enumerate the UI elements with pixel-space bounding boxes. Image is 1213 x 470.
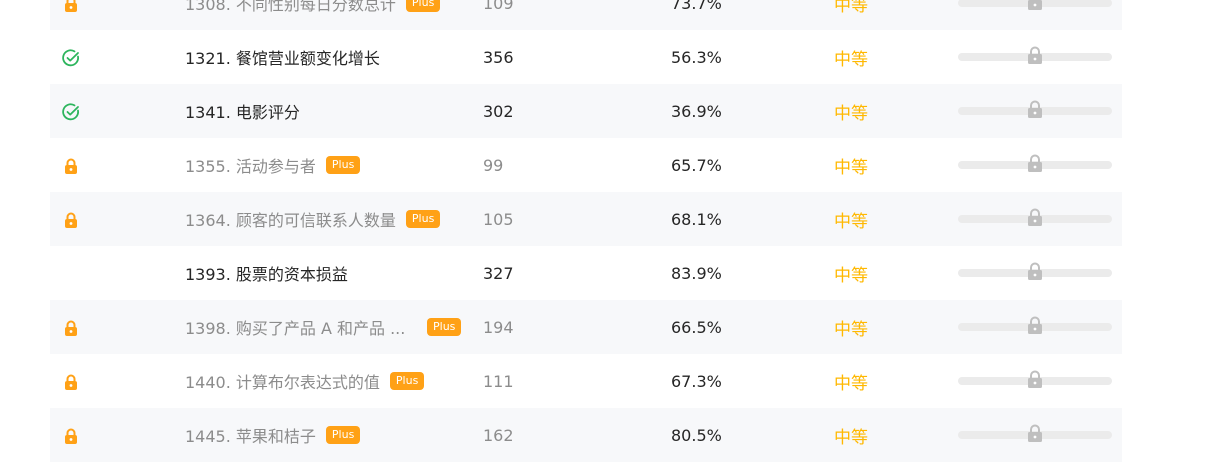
lock-icon bbox=[65, 320, 77, 336]
problem-title[interactable]: 1398. 购买了产品 A 和产品 ... bbox=[185, 319, 406, 338]
problem-title[interactable]: 1364. 顾客的可信联系人数量 bbox=[185, 211, 396, 230]
problem-title[interactable]: 1341. 电影评分 bbox=[185, 103, 300, 122]
lock-icon bbox=[65, 374, 77, 390]
frequency-lock-icon[interactable] bbox=[1026, 45, 1044, 65]
problem-title-cell[interactable]: 1341. 电影评分 bbox=[185, 84, 300, 138]
acceptance-rate: 65.7% bbox=[671, 155, 722, 175]
problem-title[interactable]: 1308. 不同性别每日分数总计 bbox=[185, 0, 396, 14]
difficulty-label: 中等 bbox=[834, 373, 868, 394]
frequency-lock-icon[interactable] bbox=[1026, 423, 1044, 443]
acceptance-rate: 73.7% bbox=[671, 0, 722, 13]
frequency-lock-icon[interactable] bbox=[1026, 261, 1044, 281]
solution-count: 109 bbox=[483, 0, 514, 13]
problem-title-cell[interactable]: 1398. 购买了产品 A 和产品 ... bbox=[185, 300, 405, 354]
difficulty-label: 中等 bbox=[834, 49, 868, 70]
difficulty-label: 中等 bbox=[834, 265, 868, 286]
difficulty-label: 中等 bbox=[834, 319, 868, 340]
problem-title[interactable]: 1321. 餐馆营业额变化增长 bbox=[185, 49, 380, 68]
problem-row[interactable]: 1341. 电影评分 302 36.9% 中等 bbox=[50, 84, 1122, 138]
problem-title-cell[interactable]: 1445. 苹果和桔子 Plus bbox=[185, 408, 361, 462]
acceptance-rate: 67.3% bbox=[671, 371, 722, 391]
problem-title[interactable]: 1445. 苹果和桔子 bbox=[185, 427, 316, 446]
plus-badge: Plus bbox=[427, 318, 462, 336]
difficulty-label: 中等 bbox=[834, 157, 868, 178]
difficulty-label: 中等 bbox=[834, 0, 868, 16]
difficulty-label: 中等 bbox=[834, 103, 868, 124]
frequency-lock-icon[interactable] bbox=[1026, 99, 1044, 119]
acceptance-rate: 68.1% bbox=[671, 209, 722, 229]
acceptance-rate: 36.9% bbox=[671, 101, 722, 121]
frequency-lock-icon[interactable] bbox=[1026, 369, 1044, 389]
problem-title[interactable]: 1393. 股票的资本损益 bbox=[185, 265, 348, 284]
difficulty-label: 中等 bbox=[834, 211, 868, 232]
difficulty-label: 中等 bbox=[834, 427, 868, 448]
acceptance-rate: 56.3% bbox=[671, 47, 722, 67]
problem-title-cell[interactable]: 1355. 活动参与者 Plus bbox=[185, 138, 361, 192]
acceptance-rate: 66.5% bbox=[671, 317, 722, 337]
frequency-lock-icon[interactable] bbox=[1026, 0, 1044, 11]
frequency-lock-icon[interactable] bbox=[1026, 207, 1044, 227]
acceptance-rate: 83.9% bbox=[671, 263, 722, 283]
problem-title-cell[interactable]: 1393. 股票的资本损益 bbox=[185, 246, 348, 300]
problem-table: 1308. 不同性别每日分数总计 Plus 109 73.7% 中等 1321.… bbox=[50, 0, 1122, 462]
problem-title[interactable]: 1440. 计算布尔表达式的值 bbox=[185, 373, 380, 392]
frequency-lock-icon[interactable] bbox=[1026, 153, 1044, 173]
plus-badge: Plus bbox=[325, 426, 361, 444]
check-circle-icon bbox=[62, 49, 79, 67]
plus-badge: Plus bbox=[389, 372, 425, 390]
acceptance-rate: 80.5% bbox=[671, 425, 722, 445]
plus-badge: Plus bbox=[325, 156, 361, 174]
problem-title-cell[interactable]: 1308. 不同性别每日分数总计 Plus bbox=[185, 0, 441, 30]
solution-count: 105 bbox=[483, 209, 514, 229]
problem-title-cell[interactable]: 1364. 顾客的可信联系人数量 Plus bbox=[185, 192, 441, 246]
problem-row[interactable]: 1440. 计算布尔表达式的值 Plus 111 67.3% 中等 bbox=[50, 354, 1122, 408]
problem-row[interactable]: 1398. 购买了产品 A 和产品 ... Plus 194 66.5% 中等 bbox=[50, 300, 1122, 354]
problem-row[interactable]: 1355. 活动参与者 Plus 99 65.7% 中等 bbox=[50, 138, 1122, 192]
problem-title[interactable]: 1355. 活动参与者 bbox=[185, 157, 316, 176]
frequency-lock-icon[interactable] bbox=[1026, 315, 1044, 335]
problem-row[interactable]: 1308. 不同性别每日分数总计 Plus 109 73.7% 中等 bbox=[50, 0, 1122, 30]
lock-icon bbox=[65, 0, 77, 12]
problem-title-cell[interactable]: 1440. 计算布尔表达式的值 Plus bbox=[185, 354, 425, 408]
problem-row[interactable]: 1364. 顾客的可信联系人数量 Plus 105 68.1% 中等 bbox=[50, 192, 1122, 246]
plus-badge: Plus bbox=[405, 210, 441, 228]
solution-count: 302 bbox=[483, 101, 514, 121]
solution-count: 162 bbox=[483, 425, 514, 445]
solution-count: 99 bbox=[483, 155, 504, 175]
lock-icon bbox=[65, 158, 77, 174]
solution-count: 194 bbox=[483, 317, 514, 337]
plus-badge: Plus bbox=[405, 0, 441, 12]
solution-count: 327 bbox=[483, 263, 514, 283]
lock-icon bbox=[65, 428, 77, 444]
problem-row[interactable]: 1321. 餐馆营业额变化增长 356 56.3% 中等 bbox=[50, 30, 1122, 84]
check-circle-icon bbox=[62, 103, 79, 121]
problem-row[interactable]: 1393. 股票的资本损益 327 83.9% 中等 bbox=[50, 246, 1122, 300]
problem-row[interactable]: 1445. 苹果和桔子 Plus 162 80.5% 中等 bbox=[50, 408, 1122, 462]
problem-title-cell[interactable]: 1321. 餐馆营业额变化增长 bbox=[185, 30, 380, 84]
solution-count: 356 bbox=[483, 47, 514, 67]
solution-count: 111 bbox=[483, 371, 514, 391]
lock-icon bbox=[65, 212, 77, 228]
